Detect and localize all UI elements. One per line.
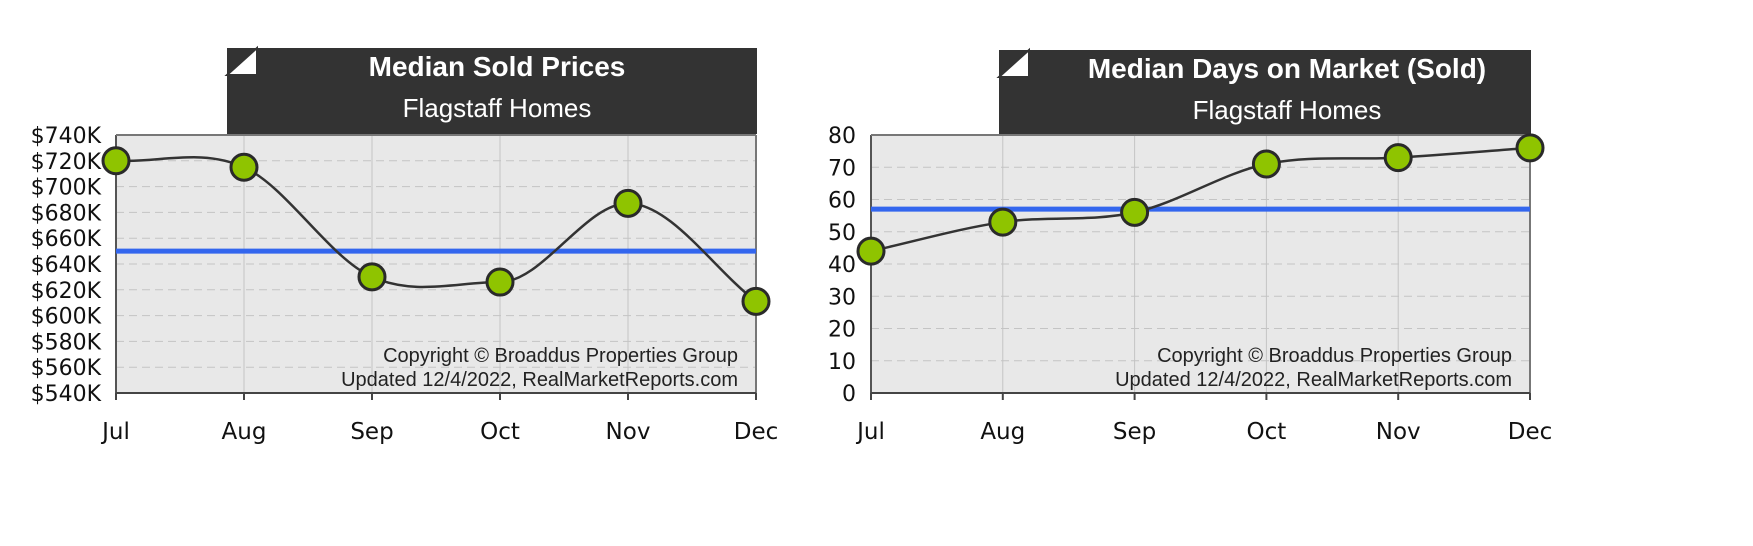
y-tick-label: 50 — [828, 221, 856, 246]
data-point — [1383, 143, 1413, 173]
data-point — [101, 146, 131, 176]
data-point — [1515, 133, 1545, 163]
data-point — [1251, 149, 1281, 179]
data-point — [357, 262, 387, 292]
y-tick-label: $700K — [31, 176, 102, 201]
y-tick-label: 30 — [828, 285, 856, 310]
y-tick-label: 60 — [828, 189, 856, 214]
y-tick-label: 10 — [828, 350, 856, 375]
x-tick-label: Sep — [1113, 419, 1156, 445]
folded-corner-icon — [224, 45, 258, 76]
data-point — [485, 267, 515, 297]
x-tick-label: Aug — [222, 419, 267, 445]
x-tick-label: Aug — [980, 419, 1025, 445]
chart-subtitle: Flagstaff Homes — [403, 93, 592, 123]
y-tick-label: $620K — [31, 279, 102, 304]
data-point — [613, 188, 643, 218]
copyright-text: Copyright © Broaddus Properties Group — [383, 345, 738, 367]
copyright-text: Copyright © Broaddus Properties Group — [1157, 345, 1512, 367]
x-tick-label: Oct — [1247, 419, 1287, 445]
y-tick-label: $560K — [31, 356, 102, 381]
median-days-on-market-chart: Median Days on Market (Sold) Flagstaff Ho… — [828, 47, 1553, 445]
x-tick-label: Dec — [1508, 419, 1553, 445]
title-banner — [227, 48, 757, 134]
y-tick-label: $640K — [31, 253, 102, 278]
data-point — [988, 207, 1018, 237]
chart-subtitle: Flagstaff Homes — [1193, 95, 1382, 125]
x-tick-label: Sep — [350, 419, 393, 445]
y-tick-label: $680K — [31, 201, 102, 226]
chart-title: Median Sold Prices — [369, 51, 626, 82]
series-line — [870, 146, 1531, 253]
updated-text: Updated 12/4/2022, RealMarketReports.com — [1115, 369, 1512, 391]
y-tick-label: 80 — [828, 124, 856, 149]
data-point — [229, 152, 259, 182]
x-tick-label: Jul — [100, 419, 130, 445]
y-tick-label: 70 — [828, 156, 856, 181]
y-tick-label: $660K — [31, 227, 102, 252]
y-tick-label: $540K — [31, 382, 102, 407]
y-tick-label: $720K — [31, 150, 102, 175]
y-tick-label: 0 — [842, 382, 856, 407]
y-tick-label: $600K — [31, 305, 102, 330]
y-tick-label: $580K — [31, 330, 102, 355]
chart-title: Median Days on Market (Sold) — [1088, 53, 1486, 84]
updated-text: Updated 12/4/2022, RealMarketReports.com — [341, 369, 738, 391]
x-tick-label: Jul — [855, 419, 885, 445]
y-tick-label: 40 — [828, 253, 856, 278]
data-point — [856, 236, 886, 266]
y-tick-label: 20 — [828, 318, 856, 343]
data-point — [1120, 197, 1150, 227]
x-tick-label: Nov — [1376, 419, 1421, 445]
folded-corner-icon — [996, 47, 1030, 78]
x-tick-label: Oct — [480, 419, 520, 445]
x-tick-label: Dec — [734, 419, 779, 445]
x-tick-label: Nov — [606, 419, 651, 445]
y-tick-label: $740K — [31, 124, 102, 149]
title-banner — [999, 50, 1531, 134]
data-point — [741, 286, 771, 316]
